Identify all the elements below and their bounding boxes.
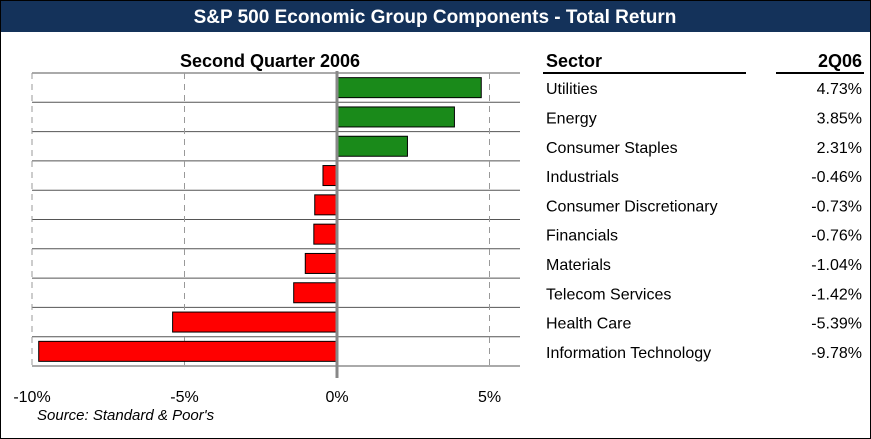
title-bar: [1, 1, 870, 32]
source-note: Source: Standard & Poor's: [37, 407, 215, 424]
value-label: -1.42%: [811, 286, 862, 303]
sector-label: Telecom Services: [546, 286, 671, 303]
x-tick-label: -5%: [170, 389, 198, 406]
chart-title: S&P 500 Economic Group Components - Tota…: [194, 7, 677, 28]
value-label: -0.76%: [811, 228, 862, 245]
x-tick-label: -10%: [13, 389, 50, 406]
value-label: -0.46%: [811, 169, 862, 186]
value-label: 4.73%: [817, 81, 862, 98]
sector-label: Consumer Staples: [546, 140, 678, 157]
x-tick-label: 5%: [478, 389, 501, 406]
value-label: 3.85%: [817, 111, 862, 128]
chart-subtitle: Second Quarter 2006: [180, 51, 360, 71]
sector-label: Utilities: [546, 81, 598, 98]
bar: [172, 311, 338, 333]
x-tick-label: 0%: [325, 389, 348, 406]
sector-label: Materials: [546, 257, 611, 274]
sector-label: Consumer Discretionary: [546, 198, 718, 215]
sector-label: Financials: [546, 228, 618, 245]
bar: [293, 282, 338, 304]
value-label: -0.73%: [811, 198, 862, 215]
sector-label: Industrials: [546, 169, 619, 186]
bar: [336, 77, 482, 99]
bar: [313, 223, 338, 245]
sector-label: Health Care: [546, 316, 631, 333]
bar: [314, 194, 338, 216]
bar: [304, 252, 338, 274]
sector-label: Information Technology: [546, 345, 711, 362]
value-label: -1.04%: [811, 257, 862, 274]
bar: [336, 135, 408, 157]
bar: [322, 165, 338, 187]
bar: [336, 106, 455, 128]
column-header: 2Q06: [818, 51, 862, 71]
column-header: Sector: [546, 51, 602, 71]
value-label: 2.31%: [817, 140, 862, 157]
bar: [38, 340, 338, 362]
value-label: -5.39%: [811, 316, 862, 333]
sector-label: Energy: [546, 111, 597, 128]
value-label: -9.78%: [811, 345, 862, 362]
